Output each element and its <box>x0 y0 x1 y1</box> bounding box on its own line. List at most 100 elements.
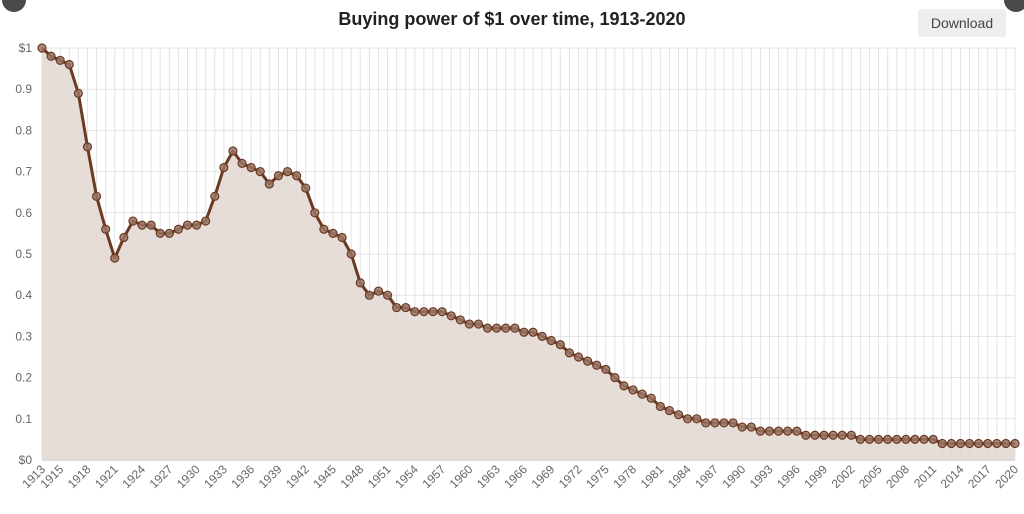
data-point[interactable] <box>437 307 447 317</box>
data-point[interactable] <box>637 389 647 399</box>
data-point[interactable] <box>501 323 511 333</box>
data-point[interactable] <box>292 171 302 181</box>
data-point[interactable] <box>246 162 256 173</box>
data-point[interactable] <box>173 224 184 234</box>
data-point[interactable] <box>964 438 975 449</box>
data-point[interactable] <box>128 216 138 226</box>
data-point[interactable] <box>301 183 311 193</box>
data-point[interactable] <box>310 208 320 218</box>
data-point[interactable] <box>55 55 65 65</box>
data-point[interactable] <box>819 430 829 440</box>
data-point[interactable] <box>182 220 193 230</box>
data-point[interactable] <box>528 327 538 337</box>
data-point[interactable] <box>164 228 174 238</box>
data-point[interactable] <box>719 418 729 428</box>
data-point[interactable] <box>974 438 984 449</box>
data-point[interactable] <box>701 418 711 428</box>
data-point[interactable] <box>919 434 929 444</box>
data-point[interactable] <box>583 356 593 366</box>
data-point[interactable] <box>983 438 993 449</box>
data-point[interactable] <box>264 179 274 189</box>
data-point[interactable] <box>392 302 402 313</box>
data-point[interactable] <box>455 315 465 325</box>
data-point[interactable] <box>992 438 1002 449</box>
data-point[interactable] <box>537 331 547 341</box>
data-point[interactable] <box>728 418 738 428</box>
data-point[interactable] <box>64 59 74 70</box>
data-point[interactable] <box>892 434 902 444</box>
data-point[interactable] <box>828 430 838 440</box>
data-point[interactable] <box>473 319 484 329</box>
data-point[interactable] <box>419 307 429 317</box>
data-point[interactable] <box>119 232 129 243</box>
data-point[interactable] <box>928 434 938 444</box>
data-point[interactable] <box>801 430 811 440</box>
data-point[interactable] <box>628 385 638 395</box>
download-button[interactable]: Download <box>918 9 1006 37</box>
data-point[interactable] <box>410 307 420 317</box>
data-point[interactable] <box>346 249 356 259</box>
data-point[interactable] <box>73 88 83 98</box>
data-point[interactable] <box>191 220 202 230</box>
data-point[interactable] <box>837 430 847 440</box>
data-point[interactable] <box>401 302 411 313</box>
data-point[interactable] <box>219 162 229 173</box>
data-point[interactable] <box>601 364 611 374</box>
data-point[interactable] <box>792 426 802 436</box>
data-point[interactable] <box>692 414 702 424</box>
data-point[interactable] <box>646 393 656 403</box>
data-point[interactable] <box>546 335 556 346</box>
data-point[interactable] <box>864 434 875 444</box>
data-point[interactable] <box>373 286 384 296</box>
data-point[interactable] <box>446 311 456 321</box>
data-point[interactable] <box>201 216 211 226</box>
data-point[interactable] <box>37 43 47 53</box>
data-point[interactable] <box>946 438 956 449</box>
data-point[interactable] <box>237 158 247 168</box>
data-point[interactable] <box>146 220 156 230</box>
data-point[interactable] <box>492 323 502 333</box>
data-point[interactable] <box>883 434 893 444</box>
data-point[interactable] <box>783 426 793 436</box>
data-point[interactable] <box>355 278 365 288</box>
data-point[interactable] <box>592 360 602 370</box>
data-point[interactable] <box>673 410 684 420</box>
data-point[interactable] <box>482 323 493 333</box>
data-point[interactable] <box>901 434 911 444</box>
data-point[interactable] <box>255 167 265 177</box>
data-point[interactable] <box>564 348 575 358</box>
data-point[interactable] <box>519 327 529 337</box>
data-point[interactable] <box>737 422 747 432</box>
data-point[interactable] <box>764 426 775 436</box>
data-point[interactable] <box>773 426 784 436</box>
data-point[interactable] <box>683 414 693 424</box>
data-point[interactable] <box>382 290 393 300</box>
data-point[interactable] <box>46 51 56 61</box>
data-point[interactable] <box>228 146 238 156</box>
data-point[interactable] <box>664 405 675 416</box>
data-point[interactable] <box>746 422 756 432</box>
data-point[interactable] <box>464 319 474 329</box>
data-point[interactable] <box>328 228 338 238</box>
data-point[interactable] <box>810 430 820 440</box>
data-point[interactable] <box>610 373 620 383</box>
data-point[interactable] <box>155 228 165 238</box>
data-point[interactable] <box>855 434 866 444</box>
data-point[interactable] <box>1010 438 1020 449</box>
data-point[interactable] <box>555 340 565 350</box>
data-point[interactable] <box>101 224 111 234</box>
data-point[interactable] <box>755 426 765 436</box>
data-point[interactable] <box>1001 438 1011 449</box>
data-point[interactable] <box>110 253 120 263</box>
data-point[interactable] <box>710 418 720 428</box>
data-point[interactable] <box>91 191 102 201</box>
data-point[interactable] <box>282 167 293 177</box>
data-point[interactable] <box>137 220 147 230</box>
data-point[interactable] <box>82 142 93 152</box>
data-point[interactable] <box>573 352 584 362</box>
data-point[interactable] <box>955 438 966 449</box>
data-point[interactable] <box>337 232 347 243</box>
data-point[interactable] <box>428 307 438 317</box>
data-point[interactable] <box>937 438 947 449</box>
data-point[interactable] <box>210 191 220 201</box>
